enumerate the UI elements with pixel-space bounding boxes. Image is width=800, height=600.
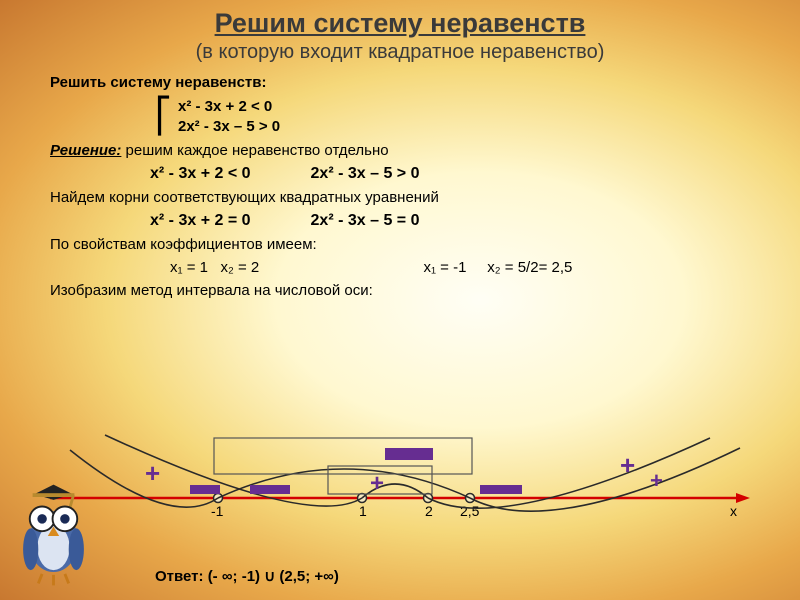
system-line-2: 2x² - 3x – 5 > 0 xyxy=(178,117,280,137)
plus-sign: + xyxy=(145,458,160,489)
minus-sign xyxy=(250,485,290,494)
svg-text:x: x xyxy=(730,503,737,519)
svg-text:1: 1 xyxy=(359,503,367,519)
owl-icon xyxy=(6,480,101,590)
system-line-1: x² - 3x + 2 < 0 xyxy=(178,97,280,117)
answer-text: Ответ: (- ∞; -1) ∪ (2,5; +∞) xyxy=(155,567,339,585)
minus-sign xyxy=(190,485,220,494)
inequality-system: ⎡ x² - 3x + 2 < 0 2x² - 3x – 5 > 0 xyxy=(155,97,750,136)
inequalities-row: x² - 3x + 2 < 02x² - 3x – 5 > 0 xyxy=(150,165,750,183)
page-title: Решим систему неравенств xyxy=(50,8,750,39)
solution-label: Решение: решим каждое неравенство отдель… xyxy=(50,142,750,159)
plus-sign: + xyxy=(650,468,663,494)
props-text: По свойствам коэффициентов имеем: xyxy=(50,236,750,253)
system-brace: ⎡ xyxy=(155,100,172,134)
task-label: Решить систему неравенств: xyxy=(50,74,750,91)
interval-diagram: -1 1 2 2,5 x + + + + xyxy=(50,430,750,540)
minus-sign xyxy=(480,485,522,494)
equations-row: x² - 3x + 2 = 02x² - 3x – 5 = 0 xyxy=(150,212,750,230)
minus-sign xyxy=(385,448,433,460)
find-roots-text: Найдем корни соответствующих квадратных … xyxy=(50,189,750,206)
svg-text:-1: -1 xyxy=(211,503,224,519)
plus-sign: + xyxy=(370,470,384,498)
roots-row: x₁ = 1 x₂ = 2 x₁ = -1 x₂ = 5/2= 2,5 xyxy=(170,259,750,276)
plus-sign: + xyxy=(620,450,635,481)
svg-text:2,5: 2,5 xyxy=(460,503,480,519)
page-subtitle: (в которую входит квадратное неравенство… xyxy=(50,41,750,64)
svg-text:2: 2 xyxy=(425,503,433,519)
interval-text: Изобразим метод интервала на числовой ос… xyxy=(50,282,750,299)
